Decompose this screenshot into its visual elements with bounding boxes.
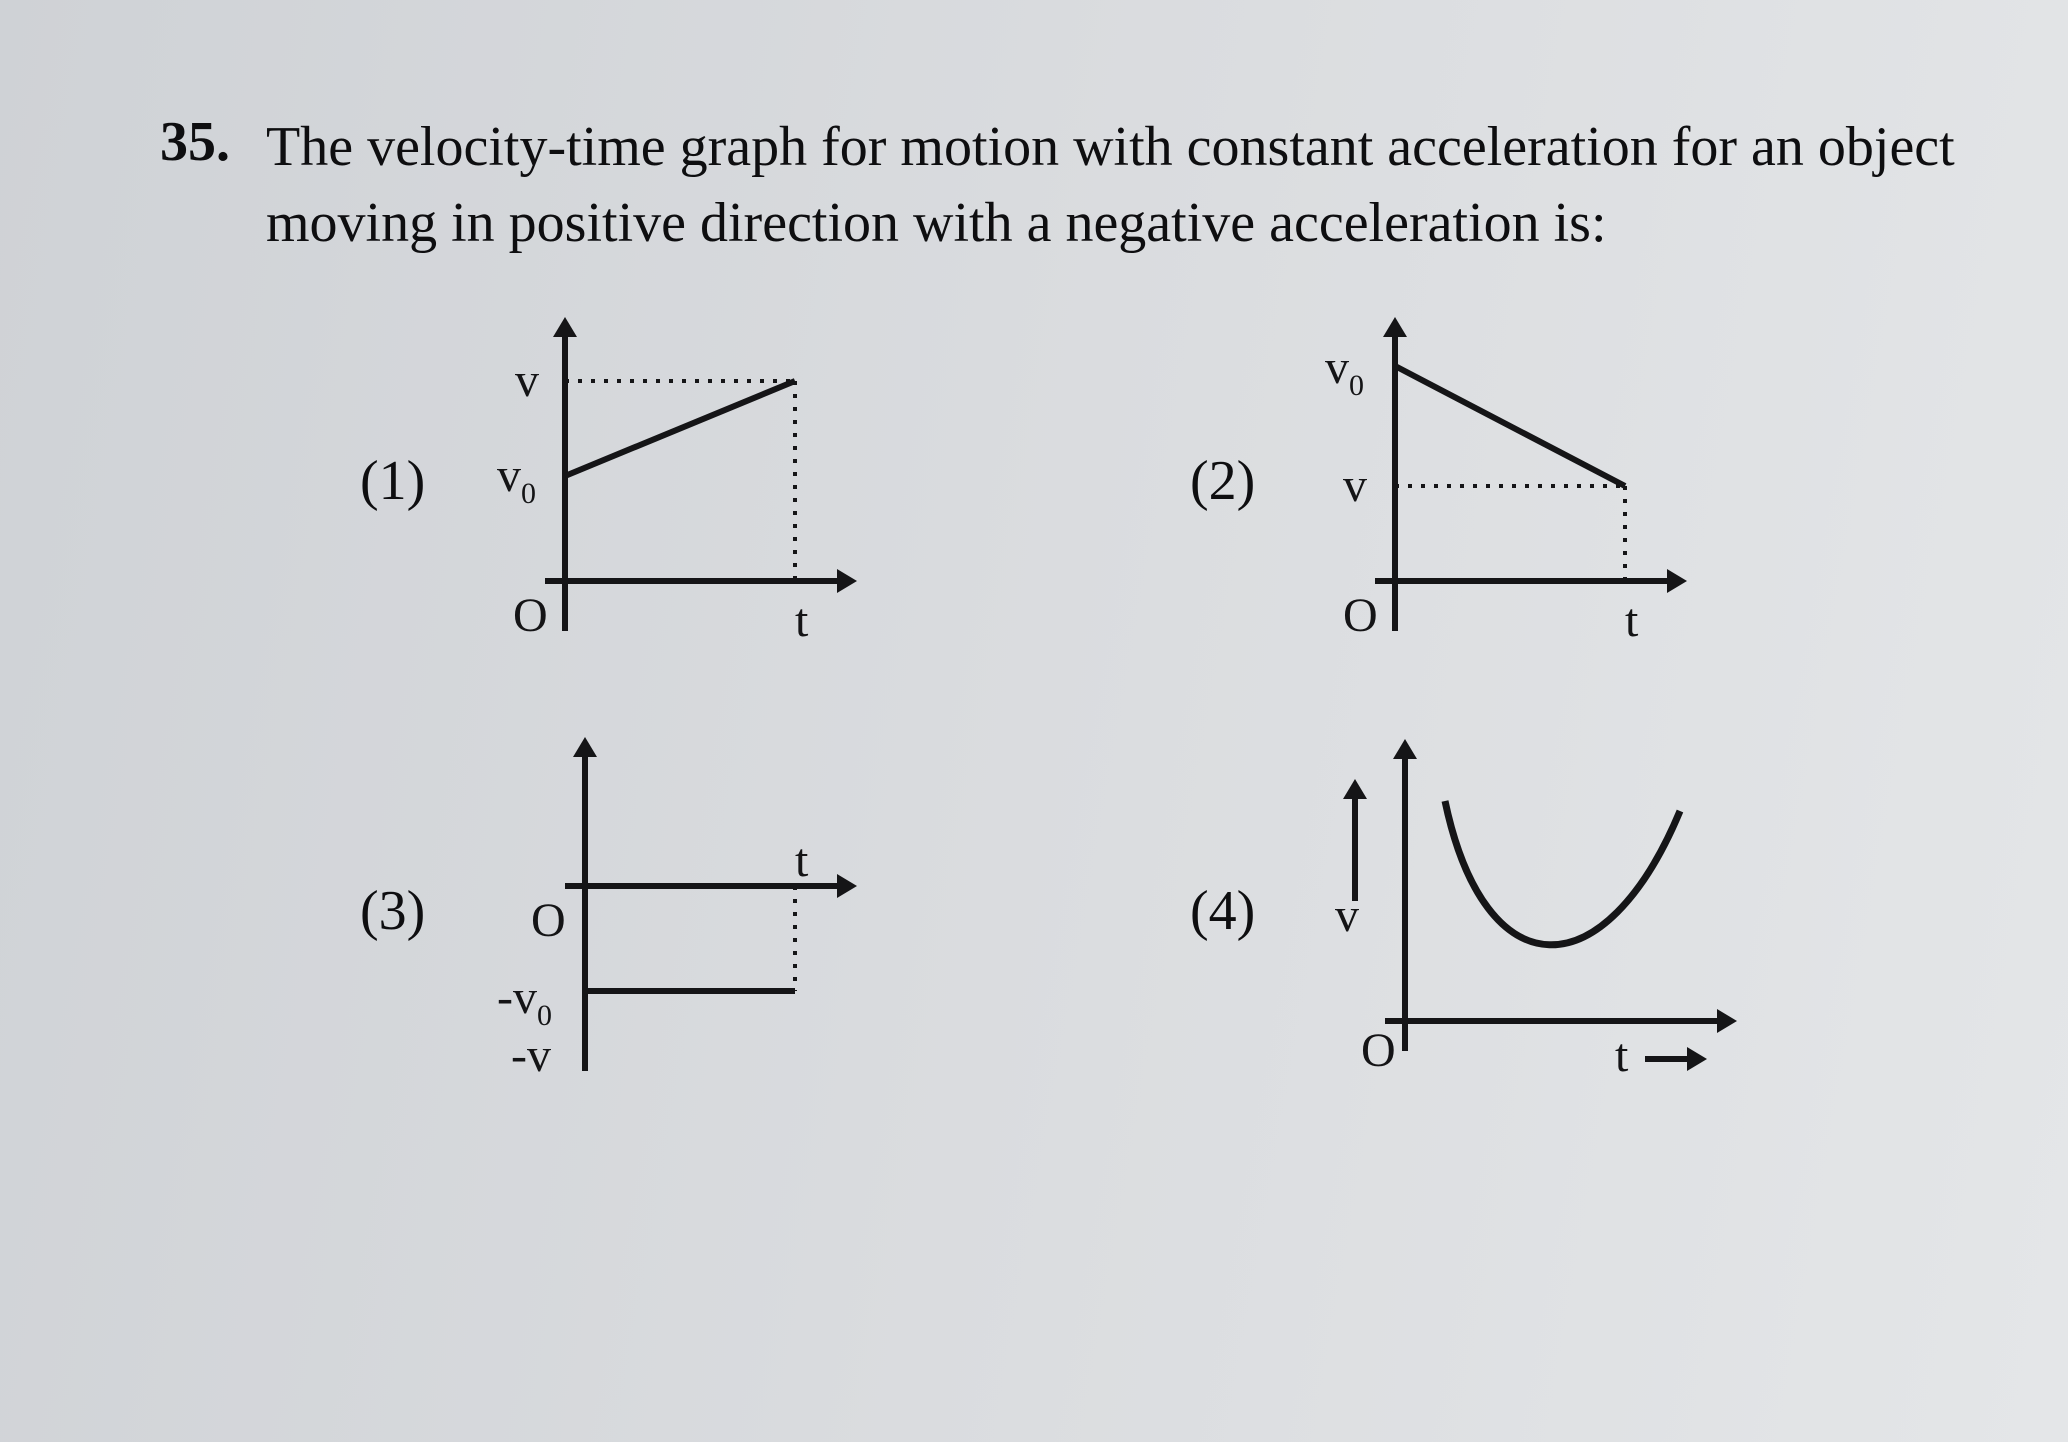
g4-label-v: v xyxy=(1335,889,1359,942)
g2-label-v: v xyxy=(1343,459,1367,512)
option-2: (2) v0 v O t xyxy=(1190,311,1705,651)
g1-label-v0: v0 xyxy=(497,449,536,510)
option-2-label: (2) xyxy=(1190,449,1255,513)
g1-origin: O xyxy=(513,589,548,642)
option-4-label: (4) xyxy=(1190,879,1255,943)
g2-label-v0: v0 xyxy=(1325,341,1364,402)
g3-origin: O xyxy=(531,894,566,947)
g2-label-t: t xyxy=(1625,594,1639,647)
page: 35. The velocity-time graph for motion w… xyxy=(0,0,2068,1442)
option-3: (3) t O -v0 -v xyxy=(360,731,875,1091)
option-3-label: (3) xyxy=(360,879,425,943)
g3-label-nv: -v xyxy=(511,1029,551,1082)
option-1: (1) xyxy=(360,311,875,651)
question-number: 35. xyxy=(140,110,230,174)
g1-label-v: v xyxy=(515,354,539,407)
g2-origin: O xyxy=(1343,589,1378,642)
graph-3: t O -v0 -v xyxy=(455,731,875,1091)
g3-label-nv0: -v0 xyxy=(497,971,552,1032)
question-text: The velocity-time graph for motion with … xyxy=(266,110,1998,261)
option-4: (4) v O t xyxy=(1190,731,1765,1091)
g4-label-t: t xyxy=(1615,1029,1629,1082)
g3-label-t: t xyxy=(795,834,809,887)
option-1-label: (1) xyxy=(360,449,425,513)
g1-label-t: t xyxy=(795,594,809,647)
question-row: 35. The velocity-time graph for motion w… xyxy=(140,110,1998,261)
graph-1: v v0 O t xyxy=(455,311,875,651)
graph-4: v O t xyxy=(1285,731,1765,1091)
graph-2: v0 v O t xyxy=(1285,311,1705,651)
g4-origin: O xyxy=(1361,1024,1396,1077)
options-grid: (1) xyxy=(320,301,2020,1201)
